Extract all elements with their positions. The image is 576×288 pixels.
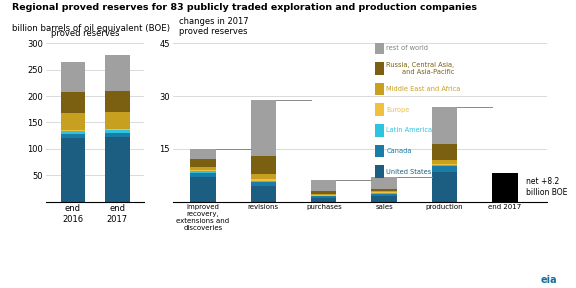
FancyBboxPatch shape xyxy=(375,62,384,75)
FancyBboxPatch shape xyxy=(375,103,384,116)
Bar xyxy=(190,171,215,173)
Bar xyxy=(432,165,457,166)
FancyBboxPatch shape xyxy=(375,83,384,96)
Bar xyxy=(105,112,130,129)
Bar xyxy=(190,177,215,202)
Bar xyxy=(105,130,130,133)
Bar xyxy=(372,192,397,193)
Bar xyxy=(432,164,457,165)
Bar xyxy=(311,198,336,202)
Text: net +8.2
billion BOE: net +8.2 billion BOE xyxy=(526,177,567,197)
Bar xyxy=(251,179,276,181)
Bar xyxy=(190,159,215,167)
Text: Russia, Central Asia,
and Asia-Pacific: Russia, Central Asia, and Asia-Pacific xyxy=(386,62,454,75)
Bar xyxy=(251,181,276,182)
Bar xyxy=(372,189,397,192)
Bar xyxy=(60,113,85,130)
Bar xyxy=(190,173,215,177)
Bar xyxy=(60,92,85,113)
Bar xyxy=(190,170,215,171)
Text: changes in 2017
proved reserves: changes in 2017 proved reserves xyxy=(179,17,248,36)
Bar xyxy=(251,182,276,186)
Bar xyxy=(372,196,397,202)
Bar xyxy=(60,131,85,134)
Bar xyxy=(60,138,85,202)
Text: Canada: Canada xyxy=(386,148,412,154)
Bar xyxy=(432,107,457,144)
Bar xyxy=(60,134,85,138)
Bar xyxy=(105,91,130,112)
Bar xyxy=(251,186,276,202)
Bar xyxy=(251,156,276,174)
Text: Regional proved reserves for 83 publicly traded exploration and production compa: Regional proved reserves for 83 publicly… xyxy=(12,3,476,12)
Bar xyxy=(372,194,397,196)
Bar xyxy=(60,130,85,131)
Bar xyxy=(311,195,336,196)
Bar xyxy=(492,173,518,202)
FancyBboxPatch shape xyxy=(375,165,384,178)
Bar xyxy=(432,144,457,160)
Bar xyxy=(105,129,130,130)
Text: proved reserves: proved reserves xyxy=(51,29,119,38)
Bar xyxy=(251,174,276,179)
Text: billion barrels of oil equivalent (BOE): billion barrels of oil equivalent (BOE) xyxy=(12,24,169,33)
Text: rest of world: rest of world xyxy=(386,45,428,51)
Bar xyxy=(311,194,336,195)
Text: Middle East and Africa: Middle East and Africa xyxy=(386,86,461,92)
Bar xyxy=(105,133,130,137)
Bar xyxy=(251,100,276,156)
Bar xyxy=(432,160,457,164)
Text: Latin America: Latin America xyxy=(386,127,433,133)
Bar xyxy=(311,191,336,194)
FancyBboxPatch shape xyxy=(375,145,384,157)
Bar xyxy=(105,137,130,202)
Bar xyxy=(432,166,457,172)
Bar xyxy=(105,55,130,91)
Bar xyxy=(311,181,336,191)
Bar xyxy=(60,62,85,92)
FancyBboxPatch shape xyxy=(375,124,384,137)
Bar xyxy=(432,172,457,202)
Bar xyxy=(311,196,336,198)
Bar xyxy=(190,167,215,170)
FancyBboxPatch shape xyxy=(375,41,384,54)
Text: United States: United States xyxy=(386,168,431,175)
Bar xyxy=(190,149,215,159)
Text: eia: eia xyxy=(540,275,557,285)
Text: Europe: Europe xyxy=(386,107,410,113)
Bar xyxy=(372,177,397,189)
Bar xyxy=(372,193,397,194)
